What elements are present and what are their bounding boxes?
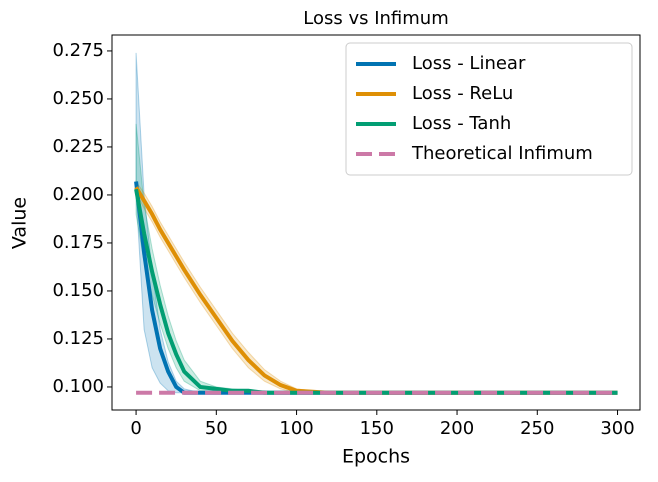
- legend-label: Loss - ReLu: [412, 83, 513, 104]
- line: [134, 188, 618, 395]
- line: [134, 186, 618, 395]
- line: [134, 181, 618, 395]
- chart-title: Loss vs Infimum: [303, 8, 449, 29]
- y-tick-label: 0.100: [52, 376, 104, 397]
- y-tick-label: 0.200: [52, 184, 104, 205]
- y-tick-label: 0.125: [52, 328, 104, 349]
- x-tick-label: 0: [130, 418, 141, 439]
- plot: [134, 52, 618, 395]
- x-tick-label: 250: [520, 418, 554, 439]
- legend-box: [345, 42, 633, 176]
- y-tick-label: 0.225: [52, 136, 104, 157]
- confidence-band: [135, 179, 618, 394]
- y-tick-label: 0.175: [52, 232, 104, 253]
- plot-frame: [111, 34, 641, 411]
- x-tick-label: 50: [205, 418, 228, 439]
- y-tick-label: 0.275: [52, 40, 104, 61]
- x-axis-label: Epochs: [342, 446, 410, 468]
- x-tick-label: 150: [360, 418, 394, 439]
- x-tick-label: 200: [440, 418, 474, 439]
- legend-label: Loss - Linear: [412, 53, 526, 74]
- legend-label: Loss - Tanh: [412, 113, 511, 134]
- y-tick-label: 0.150: [52, 280, 104, 301]
- legend-label: Theoretical Infimum: [411, 143, 593, 164]
- y-axis-label: Value: [9, 197, 31, 249]
- y-tick-label: 0.250: [52, 88, 104, 109]
- x-tick-label: 100: [279, 418, 313, 439]
- x-tick-label: 300: [600, 418, 634, 439]
